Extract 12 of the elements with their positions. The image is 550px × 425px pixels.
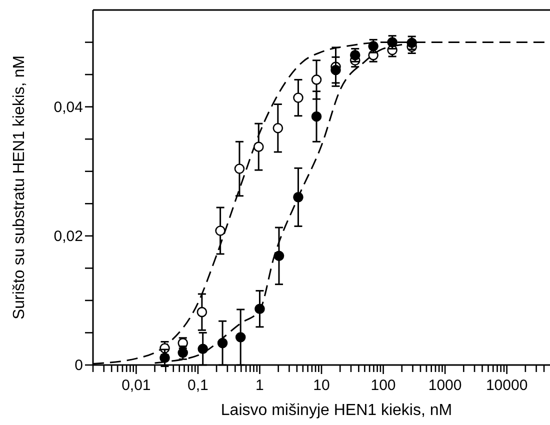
x-axis-title: Laisvo mišinyje HEN1 kiekis, nM bbox=[220, 402, 452, 419]
x-tick-label: 10 bbox=[313, 377, 330, 394]
x-tick-label: 1 bbox=[256, 377, 264, 394]
y-tick-label: 0,04 bbox=[54, 98, 83, 116]
y-tick-label: 0,02 bbox=[54, 228, 83, 245]
x-tick-label: 100 bbox=[370, 377, 396, 394]
y-axis-title: Surišto su substratu HEN1 kiekis, nM bbox=[11, 55, 28, 320]
x-tick-label: 1000 bbox=[428, 377, 462, 394]
x-tick-label: 0,1 bbox=[188, 377, 208, 394]
x-tick-label: 10000 bbox=[486, 377, 528, 394]
x-tick-label: 0,01 bbox=[122, 377, 151, 394]
y-tick-label: 0 bbox=[74, 357, 83, 374]
